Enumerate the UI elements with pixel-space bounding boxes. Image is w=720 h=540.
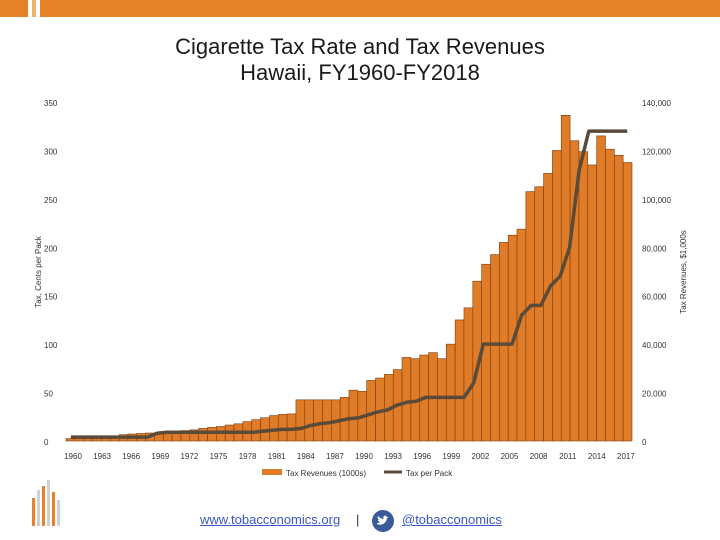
revenue-bar	[463, 307, 474, 442]
left-axis-tick-label: 200	[44, 244, 58, 253]
x-axis-tick-label: 1984	[297, 452, 315, 461]
revenue-bar	[348, 389, 359, 442]
x-axis-tick-label: 2011	[559, 452, 577, 461]
revenue-bar	[516, 228, 527, 442]
left-axis-tick-label: 300	[44, 147, 58, 156]
left-axis-tick-label: 250	[44, 196, 58, 205]
x-axis-tick-label: 1999	[442, 452, 460, 461]
revenue-bar	[401, 357, 412, 442]
x-axis-tick-label: 2017	[617, 452, 635, 461]
x-axis-tick-label: 1993	[384, 452, 402, 461]
twitter-icon[interactable]	[372, 510, 394, 532]
revenue-bar	[525, 191, 536, 442]
x-axis-tick-label: 1987	[326, 452, 344, 461]
x-axis-tick-label: 2014	[588, 452, 606, 461]
revenue-bar	[596, 135, 606, 442]
top-accent-bar	[0, 0, 720, 17]
revenue-bar	[445, 343, 456, 442]
twitter-handle[interactable]: @tobacconomics	[402, 512, 502, 527]
legend-label-tax: Tax per Pack	[406, 469, 453, 478]
revenue-bar	[313, 399, 323, 442]
legend-label-revenues: Tax Revenues (1000s)	[286, 469, 366, 478]
revenue-bar	[65, 438, 76, 442]
revenue-bar	[587, 164, 597, 442]
revenue-bar	[560, 115, 571, 442]
x-axis-tick-label: 1972	[181, 452, 199, 461]
revenue-bar	[454, 319, 465, 442]
revenue-bar	[295, 399, 306, 442]
left-axis-tick-label: 50	[44, 390, 53, 399]
left-axis-label: Tax, Cents per Pack	[34, 235, 43, 308]
x-axis-tick-label: 2002	[472, 452, 490, 461]
footer-separator: |	[356, 512, 360, 527]
right-axis-tick-label: 40,000	[642, 341, 667, 350]
revenue-bar	[499, 242, 509, 442]
right-axis-tick-label: 80,000	[642, 244, 667, 253]
left-axis-tick-label: 100	[44, 341, 58, 350]
revenue-bar	[198, 428, 208, 442]
revenue-bar	[366, 380, 376, 442]
x-axis-tick-label: 1969	[151, 452, 169, 461]
revenue-bar	[578, 151, 589, 442]
chart-title: Cigarette Tax Rate and Tax Revenues Hawa…	[0, 34, 720, 86]
x-axis-tick-label: 1966	[122, 452, 140, 461]
legend-swatch-revenues	[262, 469, 282, 475]
revenue-bar	[437, 358, 447, 442]
revenue-bar	[490, 254, 500, 442]
right-axis-tick-label: 140,000	[642, 99, 671, 108]
x-axis-tick-label: 1981	[268, 452, 286, 461]
revenue-bar	[614, 154, 624, 442]
revenue-bar	[207, 427, 217, 442]
chart-title-line1: Cigarette Tax Rate and Tax Revenues	[175, 34, 545, 59]
chart-title-line2: Hawaii, FY1960-FY2018	[240, 60, 480, 85]
left-axis-tick-label: 0	[44, 438, 49, 447]
x-axis-tick-label: 2005	[501, 452, 519, 461]
footer: www.tobacconomics.org | @tobacconomics	[0, 510, 720, 534]
x-axis-tick-label: 2008	[530, 452, 548, 461]
revenue-bar	[605, 148, 615, 442]
tax-per-pack-line	[70, 129, 628, 439]
tobacconomics-logo	[30, 476, 62, 526]
revenue-bar	[534, 186, 544, 442]
website-link[interactable]: www.tobacconomics.org	[200, 512, 341, 527]
revenue-bar	[322, 399, 332, 442]
x-axis-tick-label: 1990	[355, 452, 373, 461]
left-axis-tick-label: 150	[44, 293, 58, 302]
right-axis-tick-label: 20,000	[642, 390, 667, 399]
revenue-bar	[552, 150, 562, 442]
x-axis-tick-label: 1978	[239, 452, 257, 461]
x-axis-tick-label: 1996	[413, 452, 431, 461]
left-axis-tick-label: 350	[44, 99, 58, 108]
revenue-bar	[543, 173, 553, 442]
right-axis-tick-label: 100,000	[642, 196, 671, 205]
x-axis-tick-label: 1963	[93, 452, 111, 461]
x-axis-tick-label: 1960	[64, 452, 82, 461]
right-axis-tick-label: 60,000	[642, 293, 667, 302]
right-axis-tick-label: 0	[642, 438, 647, 447]
right-axis-tick-label: 120,000	[642, 147, 671, 156]
x-axis-tick-label: 1975	[210, 452, 228, 461]
revenue-bar	[622, 162, 633, 442]
right-axis-label: Tax Revenues, $1,000s	[679, 230, 688, 314]
revenue-bar	[304, 399, 314, 442]
